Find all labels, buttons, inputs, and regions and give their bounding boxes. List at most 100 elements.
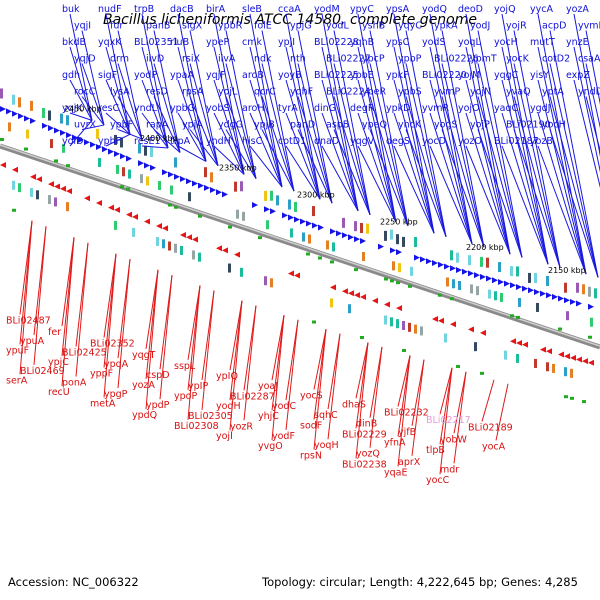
leader-line [537,112,587,275]
gene-label: ypdP [146,400,170,411]
gene-label: sigF [98,70,117,81]
leader-line [189,63,219,166]
feature-band [408,322,411,332]
forward-gene-arrow [42,122,48,129]
feature-band [450,250,453,261]
feature-band [414,236,417,247]
leader-line [187,285,201,360]
gene-label: BLi02227 [326,54,371,65]
forward-gene-arrow [528,287,534,294]
feature-band [8,122,11,132]
gene-label: yojL [218,87,238,98]
forward-gene-arrow [534,288,540,295]
feature-band [144,145,147,156]
reverse-gene-arrow [216,245,222,252]
kbp-label: 2200 kbp [466,243,504,252]
reverse-gene-arrow [132,213,138,220]
leader-line [69,46,93,121]
feature-band [240,181,243,192]
feature-band [590,317,593,327]
reverse-gene-arrow [114,206,120,213]
gene-label: yoyB [278,70,302,81]
topology-label: Topology: circular; Length: 4,222,645 bp… [262,575,578,589]
feature-band [62,143,65,153]
gene-label: yvgO [258,441,283,452]
gene-label: rpsA [182,87,204,98]
feature-band [158,181,161,191]
leader-line [285,145,321,200]
gene-label: rapA [146,120,169,131]
leader-line [537,46,587,275]
leader-line [321,46,359,212]
feature-band [66,115,69,126]
feature-band [36,190,39,200]
gene-label: yvaQ [506,87,531,98]
gc-marker [408,284,412,288]
gene-label: yozA [566,4,589,15]
leader-line [397,355,411,407]
gene-label: degR [350,103,375,114]
gene-label: yndL [134,103,158,114]
leader-line [477,63,523,258]
gene-label: degS [386,136,410,147]
leader-line [537,79,587,275]
feature-band [516,266,519,277]
leader-line [513,30,561,268]
gene-label: yobS [206,103,230,114]
leader-line [117,259,131,389]
feature-band [410,266,413,276]
leader-line [105,13,131,135]
feature-band [570,368,573,378]
gene-label: yojM [458,70,480,81]
leader-line [201,290,215,411]
reverse-gene-arrow [582,358,588,365]
gene-label: ypIQ [216,371,238,382]
gene-label: BLi02189 [468,422,513,433]
forward-gene-arrow [114,150,120,157]
gene-label: dacB [170,4,194,15]
gc-marker [198,214,202,218]
leader-line [213,145,245,175]
gene-label: tlpB [426,445,445,456]
feature-band [270,190,273,201]
kbp-label: 2150 kbp [548,266,586,275]
gene-label: yoqH [314,440,339,451]
gene-label: dinB [356,419,377,430]
gene-label: bkdB [62,37,86,48]
reverse-gene-arrow [222,247,228,254]
gene-label: sigX [182,21,203,32]
leader-line [69,13,93,121]
feature-band [302,232,305,242]
gene-label: yhjC [258,411,279,422]
reverse-gene-arrow [468,326,474,333]
kbp-label: 2300 kbp [297,190,335,199]
leader-line [393,112,435,234]
leader-line [393,79,435,234]
leader-line [213,112,245,175]
gene-label: qcrC [254,87,276,98]
forward-gene-arrow [66,132,72,139]
leader-line [501,145,549,265]
reverse-gene-arrow [522,341,528,348]
gene-label: trpA [170,136,191,147]
feature-band [576,282,579,293]
gene-label: yndH [206,136,231,147]
gene-label: yozA [132,380,155,391]
gene-label: ypkA [434,21,458,32]
gene-label: rpsN [300,451,322,462]
reverse-gene-arrow [36,176,42,183]
feature-band [594,288,597,299]
feature-band [48,195,51,205]
reverse-gene-arrow [432,315,438,322]
gene-label: yojI [216,431,233,442]
leader-line [321,13,359,212]
leader-line [117,63,143,140]
forward-gene-arrow [360,238,366,245]
gene-label: yojO [458,103,480,114]
reverse-gene-arrow [144,218,150,225]
feature-band [498,262,501,273]
reverse-gene-arrow [162,225,168,232]
leader-line [321,145,359,212]
gene-label: rsiX [182,54,200,65]
gene-label: dhaS [342,399,366,410]
